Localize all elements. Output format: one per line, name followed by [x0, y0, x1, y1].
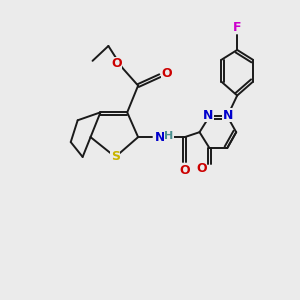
Text: H: H [164, 131, 173, 141]
Text: O: O [161, 67, 172, 80]
Text: O: O [179, 164, 190, 177]
Text: O: O [111, 57, 122, 70]
Text: S: S [111, 150, 120, 164]
Text: F: F [233, 21, 242, 34]
Text: O: O [196, 162, 207, 175]
Text: N: N [155, 130, 165, 144]
Text: N: N [203, 109, 214, 122]
Text: N: N [223, 109, 233, 122]
